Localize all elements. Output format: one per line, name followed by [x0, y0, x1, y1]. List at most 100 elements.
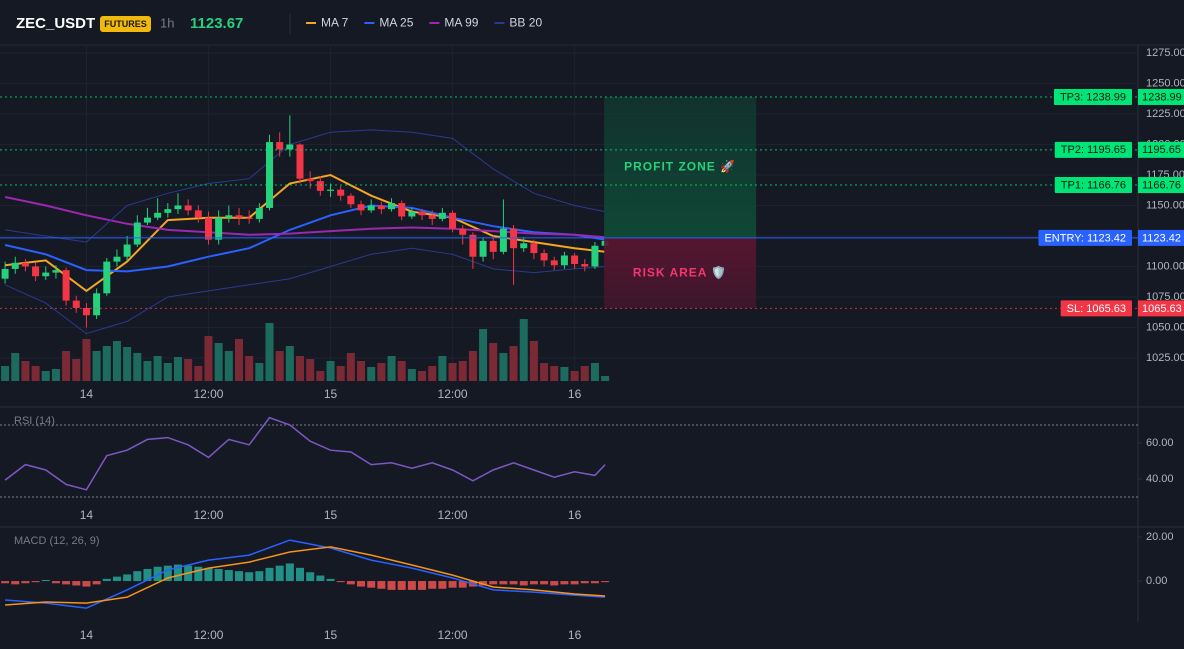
candle-body — [479, 240, 487, 257]
y-tick-label: 1100.00 — [1146, 260, 1184, 272]
candle-body — [357, 204, 365, 211]
candle-body — [255, 207, 263, 219]
volume-bar — [31, 366, 40, 381]
histogram-bar — [31, 581, 40, 583]
volume-bar — [479, 329, 488, 381]
candle-body — [133, 222, 141, 245]
histogram-bar — [214, 568, 223, 582]
candle-body — [215, 217, 223, 240]
pane-title: MACD (12, 26, 9) — [14, 535, 100, 547]
zone — [604, 96, 757, 238]
volume-bar — [275, 351, 284, 381]
volume-bar — [377, 363, 386, 381]
histogram-bar — [489, 581, 498, 585]
futures-badge — [100, 16, 151, 32]
candle-body — [499, 228, 507, 252]
histogram-bar — [357, 581, 366, 587]
volume-bar — [346, 353, 355, 381]
volume-bar — [143, 361, 152, 381]
candle-body — [21, 262, 29, 267]
zone-label: PROFIT ZONE 🚀 — [624, 160, 736, 174]
volume-bar — [499, 353, 508, 381]
candle-body — [123, 244, 131, 257]
histogram-bar — [428, 581, 437, 589]
x-tick-label: 12:00 — [438, 508, 468, 522]
candle-body — [1, 268, 9, 279]
histogram-bar — [540, 581, 549, 585]
volume-bar — [418, 371, 427, 381]
candle-body — [174, 205, 182, 210]
histogram-bar — [133, 571, 142, 582]
symbol: ZEC_USDT — [16, 15, 95, 32]
badge-label: FUTURES — [104, 19, 147, 29]
candle-body — [265, 142, 273, 208]
volume-bar — [194, 366, 203, 381]
volume-bar — [62, 351, 71, 381]
volume-bar — [509, 346, 518, 381]
histogram-bar — [346, 581, 355, 585]
volume-bar — [601, 376, 610, 381]
histogram-bar — [92, 581, 101, 585]
candle-body — [72, 300, 80, 308]
candle-body — [11, 262, 19, 269]
volume-bar — [397, 361, 406, 381]
x-tick-label: 16 — [568, 628, 582, 642]
volume-bar — [1, 366, 10, 381]
histogram-bar — [590, 581, 599, 584]
histogram-bar — [72, 581, 81, 586]
candle-body — [591, 245, 599, 267]
volume-bar — [336, 366, 345, 381]
axis-label: 1238.99 — [1142, 91, 1182, 103]
x-tick-label: 16 — [568, 508, 582, 522]
candle-body — [418, 211, 426, 216]
histogram-bar — [51, 581, 60, 584]
histogram-bar — [234, 571, 243, 582]
histogram-bar — [296, 567, 305, 582]
volume-bar — [224, 351, 233, 381]
volume-bar — [306, 359, 315, 381]
axis-label: 1166.76 — [1142, 179, 1181, 191]
candle-body — [581, 264, 589, 267]
volume-bar — [214, 343, 223, 381]
histogram-bar — [11, 581, 20, 585]
x-tick-label: 12:00 — [438, 628, 468, 642]
level-label: ENTRY: 1123.42 — [1044, 232, 1126, 244]
histogram-bar — [62, 581, 71, 585]
volume-bar — [153, 356, 162, 381]
volume-bar — [357, 361, 366, 381]
candle-body — [62, 270, 70, 301]
volume-bar — [204, 336, 213, 381]
x-tick-label: 12:00 — [193, 387, 223, 401]
histogram-bar — [112, 576, 121, 582]
histogram-bar — [499, 581, 508, 585]
histogram-bar — [529, 581, 538, 585]
candle-body — [367, 205, 375, 211]
candle-body — [316, 181, 324, 191]
x-tick-label: 15 — [324, 628, 338, 642]
volume-bar — [11, 353, 20, 381]
x-tick-label: 14 — [80, 387, 94, 401]
histogram-bar — [102, 578, 111, 582]
candle-body — [276, 142, 284, 150]
candle-body — [82, 307, 90, 316]
volume-bar — [560, 367, 569, 381]
histogram-bar — [21, 581, 30, 584]
volume-bar — [468, 351, 477, 381]
x-tick-label: 15 — [324, 387, 338, 401]
last-price: 1123.67 — [190, 15, 243, 32]
candle-body — [184, 205, 192, 211]
volume-bar — [21, 361, 30, 381]
candle-body — [32, 266, 40, 277]
histogram-bar — [580, 581, 589, 584]
candle-body — [540, 253, 548, 261]
volume-bar — [102, 346, 111, 381]
x-tick-label: 16 — [568, 387, 582, 401]
volume-bar — [438, 356, 447, 381]
axis-label-box — [1138, 88, 1184, 105]
histogram-bar — [316, 575, 325, 582]
histogram-bar — [407, 581, 416, 590]
candle-body — [296, 144, 304, 179]
y-tick-label: 20.00 — [1146, 531, 1174, 543]
volume-bar — [72, 359, 81, 381]
